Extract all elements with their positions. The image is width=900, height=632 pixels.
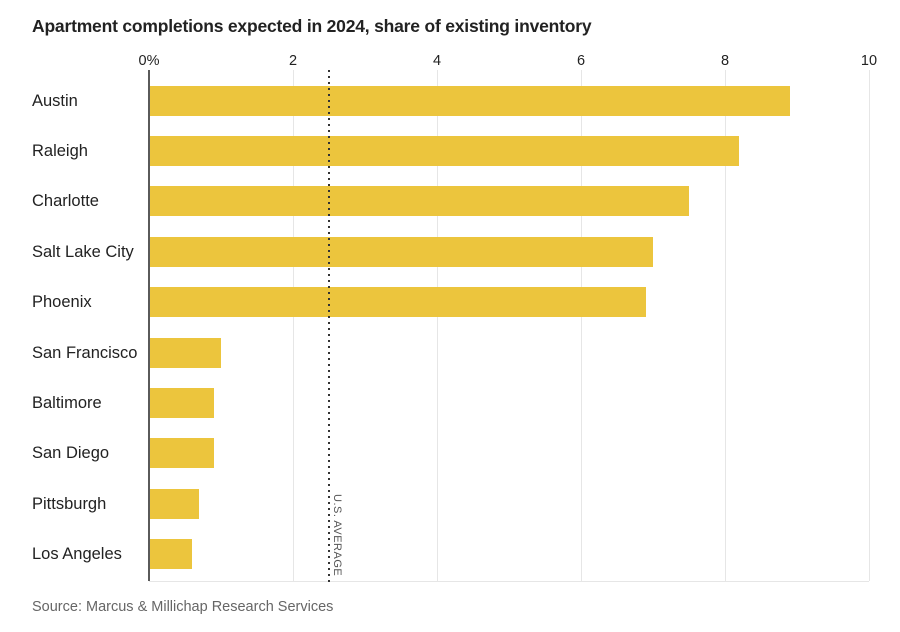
- bar: [149, 287, 646, 318]
- bar: [149, 539, 193, 570]
- axis-tick-label: 10: [860, 53, 878, 69]
- gridline: [581, 70, 582, 581]
- axis-tick-label: 4: [432, 53, 442, 69]
- bar: [149, 135, 740, 166]
- gridline: [869, 70, 870, 581]
- us-average-label: U.S. AVERAGE: [331, 494, 343, 577]
- category-label: Los Angeles: [32, 545, 122, 564]
- axis-tick-label: 8: [720, 53, 730, 69]
- axis-tick-label: 6: [576, 53, 586, 69]
- bar: [149, 387, 214, 418]
- bar: [149, 186, 689, 217]
- bar: [149, 488, 200, 519]
- category-label: Charlotte: [32, 192, 99, 211]
- gridline: [725, 70, 726, 581]
- axis-tick-label: 0%: [138, 53, 160, 69]
- category-label: Austin: [32, 91, 78, 110]
- category-label: San Francisco: [32, 343, 138, 362]
- category-label: San Diego: [32, 444, 110, 463]
- category-label: Phoenix: [32, 293, 92, 312]
- bar: [149, 85, 790, 116]
- chart-title: Apartment completions expected in 2024, …: [32, 16, 592, 36]
- category-label: Salt Lake City: [32, 242, 134, 261]
- gridline: [437, 70, 438, 581]
- plot-bottom-line: [149, 581, 869, 582]
- us-average-reference-line: [328, 70, 330, 583]
- axis-tick-label: 2: [288, 53, 298, 69]
- gridline: [293, 70, 294, 581]
- zero-axis-line: [148, 70, 150, 581]
- category-label: Baltimore: [32, 393, 102, 412]
- bar: [149, 236, 653, 267]
- category-label: Raleigh: [32, 141, 88, 160]
- source-note: Source: Marcus & Millichap Research Serv…: [32, 599, 334, 615]
- category-label: Pittsburgh: [32, 494, 107, 513]
- bar: [149, 337, 221, 368]
- bar: [149, 438, 214, 469]
